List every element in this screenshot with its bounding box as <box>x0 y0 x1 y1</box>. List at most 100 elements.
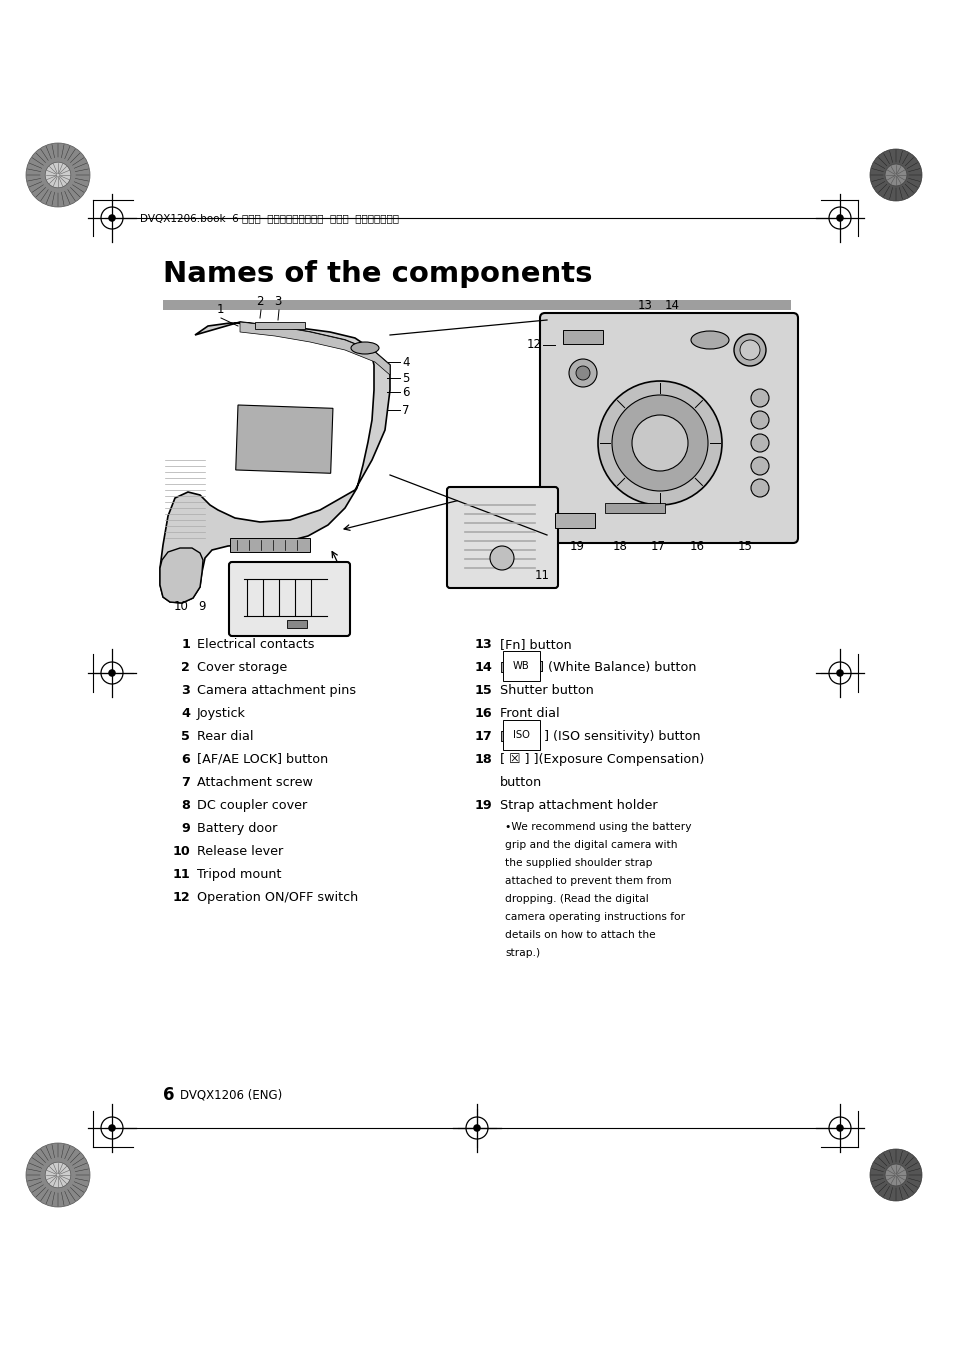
Bar <box>562 330 602 344</box>
Bar <box>555 514 595 528</box>
Text: 6: 6 <box>181 754 190 766</box>
Text: [ ☒ ] ](Exposure Compensation): [ ☒ ] ](Exposure Compensation) <box>499 754 703 766</box>
Text: camera operating instructions for: camera operating instructions for <box>504 913 684 922</box>
Text: 3: 3 <box>274 295 281 307</box>
Bar <box>254 322 305 329</box>
Bar <box>604 503 664 514</box>
FancyBboxPatch shape <box>447 487 558 588</box>
Text: strap.): strap.) <box>504 948 539 958</box>
Circle shape <box>598 381 721 506</box>
Text: Battery door: Battery door <box>196 822 277 834</box>
Text: DVQX1206.book  6 ページ  ２０１７年２月６日  月曜日  午後５時２９分: DVQX1206.book 6 ページ ２０１７年２月６日 月曜日 午後５時２９… <box>140 213 398 222</box>
Text: 17: 17 <box>650 541 665 553</box>
Circle shape <box>631 415 687 470</box>
Text: Release lever: Release lever <box>196 845 283 857</box>
Text: 5: 5 <box>181 731 190 743</box>
Text: ISO: ISO <box>513 731 529 740</box>
Text: 3: 3 <box>181 683 190 697</box>
Circle shape <box>750 479 768 497</box>
Bar <box>235 404 333 473</box>
Ellipse shape <box>351 342 378 355</box>
Text: Rear dial: Rear dial <box>196 731 253 743</box>
Text: Attachment screw: Attachment screw <box>196 776 313 789</box>
Circle shape <box>474 1126 479 1131</box>
Text: DC coupler cover: DC coupler cover <box>196 799 307 811</box>
Text: 14: 14 <box>474 661 492 674</box>
Bar <box>230 538 310 551</box>
Circle shape <box>740 340 760 360</box>
Circle shape <box>612 395 707 491</box>
Circle shape <box>750 390 768 407</box>
Text: [: [ <box>499 731 509 743</box>
Text: 11: 11 <box>535 569 550 582</box>
Text: 13: 13 <box>637 299 652 311</box>
Circle shape <box>45 162 71 187</box>
Circle shape <box>733 334 765 367</box>
Text: 6: 6 <box>401 386 409 399</box>
Circle shape <box>836 670 842 677</box>
Text: 19: 19 <box>474 799 492 811</box>
Text: Operation ON/OFF switch: Operation ON/OFF switch <box>196 891 358 905</box>
Circle shape <box>109 670 115 677</box>
Text: Front dial: Front dial <box>499 706 559 720</box>
Circle shape <box>750 434 768 452</box>
Text: Cover storage: Cover storage <box>196 661 287 674</box>
Text: Camera attachment pins: Camera attachment pins <box>196 683 355 697</box>
Text: 8: 8 <box>335 617 341 630</box>
Text: [: [ <box>499 661 509 674</box>
Text: Shutter button: Shutter button <box>499 683 594 697</box>
Circle shape <box>836 214 842 221</box>
Text: 18: 18 <box>474 754 492 766</box>
Circle shape <box>836 1126 842 1131</box>
Circle shape <box>869 150 921 201</box>
FancyBboxPatch shape <box>539 313 797 543</box>
Circle shape <box>26 1143 90 1206</box>
Circle shape <box>884 164 906 186</box>
Text: •We recommend using the battery: •We recommend using the battery <box>504 822 691 832</box>
Bar <box>163 301 790 310</box>
Text: 10: 10 <box>172 845 190 857</box>
Text: 18: 18 <box>612 541 627 553</box>
Text: 9: 9 <box>198 600 205 613</box>
Text: 5: 5 <box>401 372 409 384</box>
Text: grip and the digital camera with: grip and the digital camera with <box>504 840 677 851</box>
Text: 17: 17 <box>474 731 492 743</box>
Polygon shape <box>160 549 203 603</box>
Circle shape <box>869 1148 921 1201</box>
Text: Tripod mount: Tripod mount <box>196 868 281 882</box>
Text: 15: 15 <box>737 541 752 553</box>
Text: 6: 6 <box>163 1086 174 1104</box>
Text: Joystick: Joystick <box>196 706 246 720</box>
Text: 9: 9 <box>181 822 190 834</box>
Text: WB: WB <box>513 661 529 671</box>
Text: 7: 7 <box>401 403 409 417</box>
Text: 12: 12 <box>526 338 541 352</box>
Text: 11: 11 <box>172 868 190 882</box>
Text: 14: 14 <box>664 299 679 311</box>
Text: 16: 16 <box>689 541 703 553</box>
Text: 8: 8 <box>181 799 190 811</box>
Text: Names of the components: Names of the components <box>163 260 592 288</box>
Text: DVQX1206 (ENG): DVQX1206 (ENG) <box>180 1088 282 1101</box>
Circle shape <box>576 367 589 380</box>
Text: details on how to attach the: details on how to attach the <box>504 930 655 940</box>
Text: ] (ISO sensitivity) button: ] (ISO sensitivity) button <box>539 731 700 743</box>
Circle shape <box>750 411 768 429</box>
Text: [Fn] button: [Fn] button <box>499 638 571 651</box>
Text: 16: 16 <box>474 706 492 720</box>
Text: 4: 4 <box>181 706 190 720</box>
Circle shape <box>26 143 90 208</box>
FancyBboxPatch shape <box>229 562 350 636</box>
Text: attached to prevent them from: attached to prevent them from <box>504 876 671 886</box>
Text: Electrical contacts: Electrical contacts <box>196 638 314 651</box>
Polygon shape <box>160 322 390 603</box>
Text: 2: 2 <box>181 661 190 674</box>
Circle shape <box>490 546 514 570</box>
Text: Strap attachment holder: Strap attachment holder <box>499 799 657 811</box>
Text: 1: 1 <box>181 638 190 651</box>
Text: 13: 13 <box>474 638 492 651</box>
Text: [AF/AE LOCK] button: [AF/AE LOCK] button <box>196 754 328 766</box>
Text: 1: 1 <box>216 303 224 315</box>
Circle shape <box>750 457 768 474</box>
Text: 12: 12 <box>172 891 190 905</box>
